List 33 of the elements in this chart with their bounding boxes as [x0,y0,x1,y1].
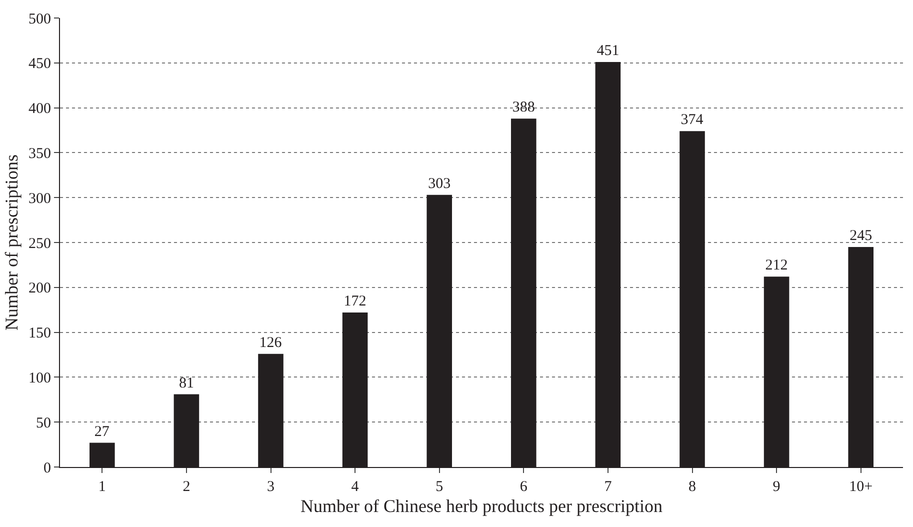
data-label: 126 [259,334,282,351]
y-tick-label: 450 [28,56,51,72]
x-tick-label: 7 [604,479,612,495]
x-tick-label: 8 [688,479,696,495]
y-tick-label: 150 [28,326,51,342]
x-tick-label: 2 [182,479,190,495]
y-tick-label: 200 [28,280,51,297]
y-tick-label: 250 [28,236,51,252]
y-tick-label: 400 [28,101,51,118]
data-label: 451 [596,43,620,59]
x-tick-label: 1 [98,479,106,495]
y-axis-title: Number of prescriptions [2,154,22,330]
x-tick-label: 6 [520,479,528,495]
data-label: 27 [94,424,110,440]
y-tick-label: 300 [28,190,51,207]
x-tick-label: 4 [351,479,360,495]
data-label: 172 [344,294,366,310]
data-label: 303 [428,176,451,192]
y-tick-label: 0 [44,460,51,476]
x-tick-label: 3 [267,479,274,495]
x-tick-label: 10+ [849,479,873,495]
data-label: 212 [765,258,788,274]
data-label: 374 [680,112,704,128]
y-tick-label: 100 [28,370,51,386]
y-tick-label: 350 [28,146,51,162]
y-tick-label: 500 [28,11,51,28]
x-axis-title: Number of Chinese herb products per prescription [300,496,662,516]
data-label: 388 [512,100,535,116]
x-tick-label: 5 [436,479,444,495]
y-tick-label: 50 [36,415,51,432]
x-tick-label: 9 [772,479,780,495]
data-label: 81 [178,375,194,392]
data-label: 245 [850,228,872,244]
